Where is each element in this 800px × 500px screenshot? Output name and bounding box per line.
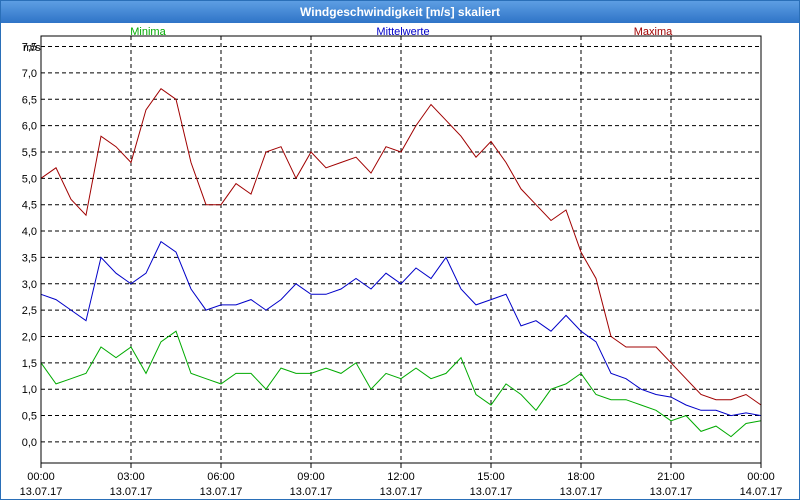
x-tick-date: 13.07.17: [110, 486, 153, 498]
y-tick-label: 7,5: [22, 42, 37, 54]
x-tick-date: 13.07.17: [650, 486, 693, 498]
series-line-minima: [40, 330, 762, 438]
y-tick-label: 6,5: [22, 94, 37, 106]
window-title: Windgeschwindigkeit [m/s] skaliert: [1, 1, 799, 23]
y-tick-label: 3,5: [22, 252, 37, 264]
x-tick-time: 06:00: [207, 471, 235, 483]
x-tick-date: 13.07.17: [20, 486, 63, 498]
x-tick-time: 18:00: [567, 471, 595, 483]
y-tick-label: 5,0: [22, 173, 37, 185]
series-line-maxima: [40, 88, 762, 406]
y-tick-label: 3,0: [22, 279, 37, 291]
y-tick-label: 4,5: [22, 200, 37, 212]
legend-entry-maxima: Maxima: [634, 26, 673, 38]
y-tick-label: 6,0: [22, 121, 37, 133]
y-tick-label: 0,5: [22, 411, 37, 423]
x-tick-time: 15:00: [477, 471, 505, 483]
series-lines: [40, 88, 762, 438]
legend-entry-mittelwerte: Mittelwerte: [376, 26, 429, 38]
y-axis-label: m/s: [23, 42, 41, 54]
x-tick-time: 03:00: [117, 471, 145, 483]
series-line-mittelwerte: [40, 240, 762, 417]
x-tick-time: 00:00: [27, 471, 55, 483]
legend-entry-minima: Minima: [130, 26, 166, 38]
y-tick-label: 1,5: [22, 358, 37, 370]
x-tick-date: 13.07.17: [380, 486, 423, 498]
x-tick-time: 00:00: [747, 471, 775, 483]
y-tick-label: 0,0: [22, 437, 37, 449]
y-tick-label: 1,0: [22, 384, 37, 396]
y-axis-ticks: 0,0 0,5 1,0 1,5 2,0 2,5 3,0 3,5 4,0 4,5 5,0 5,5 6,0 6…: [22, 42, 37, 449]
y-tick-label: 2,0: [22, 331, 37, 343]
y-tick-label: 5,5: [22, 147, 37, 159]
y-tick-label: 2,5: [22, 305, 37, 317]
x-tick-time: 21:00: [657, 471, 685, 483]
x-axis-ticks: 00:00 13.07.17 03:00 13.07.17 06:00 13.07.17 0…: [20, 463, 783, 498]
x-tick-time: 09:00: [297, 471, 325, 483]
x-tick-time: 12:00: [387, 471, 415, 483]
x-tick-date: 13.07.17: [290, 486, 333, 498]
y-tick-label: 7,0: [22, 68, 37, 80]
x-tick-date: 13.07.17: [470, 486, 513, 498]
x-tick-date: 13.07.17: [560, 486, 603, 498]
legend: Minima Mittelwerte Maxima: [130, 26, 673, 38]
x-tick-date: 14.07.17: [740, 486, 783, 498]
grid-lines: [41, 36, 761, 463]
x-tick-date: 13.07.17: [200, 486, 243, 498]
plot-frame: [40, 35, 762, 464]
y-tick-label: 4,0: [22, 226, 37, 238]
